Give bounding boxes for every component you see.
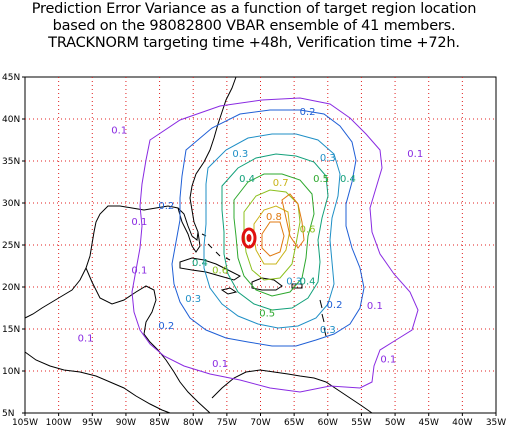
lat-lon-grid [25, 77, 496, 413]
y-tick-label: 40N [2, 115, 20, 125]
title-line-3: TRACKNORM targeting time +48h, Verificat… [48, 35, 460, 51]
contour-0.1 [131, 97, 419, 393]
contour-value-label: 0.1 [78, 334, 94, 345]
y-tick-label: 5N [2, 409, 14, 419]
contour-value-label: 0.3 [232, 149, 248, 160]
coastlines [24, 76, 373, 414]
contour-value-label: 0.7 [273, 178, 289, 189]
x-tick-label: 40W [452, 418, 472, 428]
y-tick-label: 10N [2, 367, 20, 377]
south-america-coastline [211, 369, 373, 414]
y-tick-label: 15N [2, 325, 20, 335]
x-tick-label: 100W [46, 418, 72, 428]
contour-0.5 [233, 173, 315, 297]
puerto-rico-island [291, 283, 303, 289]
contour-value-label: 0.1 [380, 355, 396, 366]
central-america-coastline [85, 267, 211, 414]
title-line-1: Prediction Error Variance as a function … [31, 1, 477, 17]
bahamas-islands [201, 233, 231, 261]
contour-value-label: 0.8 [266, 212, 282, 223]
x-tick-label: 90W [116, 418, 136, 428]
contour-value-label: 0.3 [185, 294, 201, 305]
contour-labels: 0.10.10.10.10.1 0.10.10.10.20.20.20.20.30… [78, 107, 424, 370]
contour-value-label: 0.3 [320, 153, 336, 164]
us-coastline [24, 76, 237, 319]
contour-value-label: 0.5 [259, 308, 275, 319]
axis-ticks: 105W 100W 95W 90W 85W 80W 75W 70W 65W 60W 55W 50W 45… [2, 73, 506, 428]
y-tick-label: 35N [2, 157, 20, 167]
contour-0.8 [261, 221, 285, 257]
y-tick-label: 20N [2, 283, 20, 293]
contour-value-label: 0.2 [158, 321, 174, 332]
x-tick-label: 95W [82, 418, 102, 428]
contour-value-label: 0.2 [327, 300, 343, 311]
contour-value-label: 0.2 [300, 107, 316, 118]
contour-value-label: 0.4 [300, 276, 316, 287]
contour-value-label: 0.3 [320, 325, 336, 336]
jamaica-island [220, 287, 238, 295]
x-tick-label: 85W [149, 418, 169, 428]
contour-value-label: 0.1 [367, 301, 383, 312]
contour-value-label: 0.1 [111, 125, 127, 136]
x-tick-label: 75W [217, 418, 237, 428]
y-tick-label: 30N [2, 199, 20, 209]
contour-0.2 [171, 109, 365, 347]
contour-value-label: 0.5 [313, 174, 329, 185]
x-tick-label: 55W [351, 418, 371, 428]
contour-value-label: 0.1 [407, 149, 423, 160]
x-tick-label: 35W [486, 418, 506, 428]
variance-contours [131, 97, 419, 393]
contour-0.6 [243, 189, 301, 281]
x-tick-label: 70W [250, 418, 270, 428]
contour-value-label: 0.4 [239, 174, 255, 185]
contour-value-label: 0.1 [131, 217, 147, 228]
lesser-antilles [319, 299, 327, 337]
contour-0.4 [221, 153, 329, 311]
florida-peninsula [177, 207, 201, 253]
contour-0.8-east [281, 193, 305, 249]
x-tick-label: 60W [318, 418, 338, 428]
pacific-coastline [24, 351, 171, 414]
contour-value-label: 0.3 [286, 276, 302, 287]
contour-value-label: 0.6 [212, 266, 228, 277]
hispaniola-island [251, 277, 283, 291]
contour-value-label: 0.2 [158, 201, 174, 212]
variance-maximum [241, 227, 257, 249]
contour-0.3 [203, 133, 341, 329]
y-tick-label: 45N [2, 73, 20, 83]
cuba-island [179, 257, 241, 281]
y-tick-label: 25N [2, 241, 20, 251]
contour-value-label: 0.4 [192, 258, 208, 269]
x-tick-label: 80W [183, 418, 203, 428]
x-tick-label: 50W [385, 418, 405, 428]
x-tick-label: 45W [419, 418, 439, 428]
contour-value-label: 0.4 [340, 174, 356, 185]
contour-0.7 [253, 205, 291, 265]
contour-value-label: 0.1 [131, 266, 147, 277]
contour-value-label: 0.1 [212, 359, 228, 370]
x-tick-label: 105W [12, 418, 38, 428]
x-tick-label: 65W [284, 418, 304, 428]
title-line-2: based on the 98082800 VBAR ensemble of 4… [52, 18, 456, 34]
contour-value-label: 0.6 [300, 224, 316, 235]
